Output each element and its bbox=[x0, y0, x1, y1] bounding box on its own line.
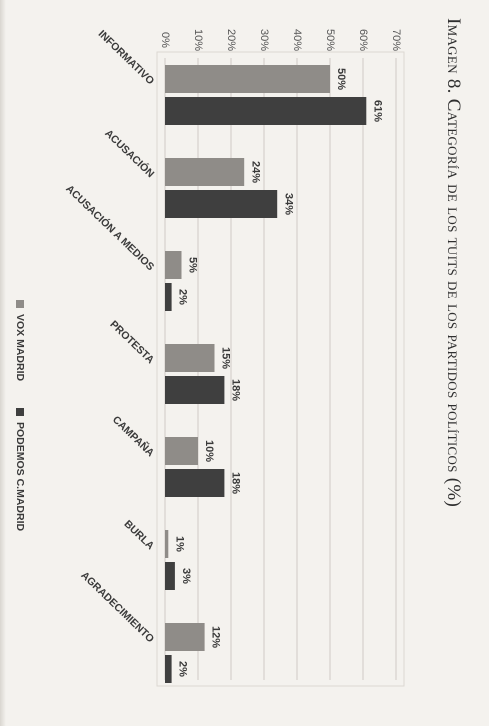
category-label: BURLA bbox=[122, 518, 157, 552]
data-label: 12% bbox=[210, 626, 222, 648]
bar-podemos-c-madrid-agradecimiento bbox=[165, 655, 172, 683]
bar-vox-madrid-acusacion bbox=[165, 158, 245, 186]
tick-label: 10% bbox=[192, 29, 204, 51]
bar-podemos-c-madrid-acusacion-a-medios bbox=[165, 283, 172, 311]
data-label: 2% bbox=[177, 289, 189, 305]
tick-label: 30% bbox=[258, 29, 270, 51]
value-axis-ticks: 0% 10% 20% 30% 40% 50% 60% 70% bbox=[159, 29, 402, 51]
bar-chart: 0% 10% 20% 30% 40% 50% 60% 70% 50% 61% 24% 34% 5% 2%… bbox=[14, 28, 405, 687]
bar-podemos-c-madrid-protesta bbox=[165, 376, 225, 404]
data-label: 1% bbox=[173, 536, 185, 552]
bar-podemos-c-madrid-informativo bbox=[165, 97, 367, 125]
legend-label: VOX MADRID bbox=[14, 314, 26, 382]
legend: VOX MADRID PODEMOS C.MADRID bbox=[14, 300, 26, 532]
legend-swatch-podemos-c-madrid bbox=[16, 408, 24, 416]
bar-vox-madrid-protesta bbox=[165, 344, 215, 372]
data-label: 34% bbox=[282, 193, 294, 215]
tick-label: 0% bbox=[159, 32, 171, 48]
data-label: 50% bbox=[335, 68, 347, 90]
category-label: PROTESTA bbox=[107, 318, 156, 366]
data-label: 10% bbox=[203, 440, 215, 462]
tick-label: 20% bbox=[225, 29, 237, 51]
data-label: 2% bbox=[177, 661, 189, 677]
bar-vox-madrid-burla bbox=[165, 530, 169, 558]
data-label: 15% bbox=[220, 347, 232, 369]
plot-frame bbox=[156, 51, 405, 687]
bar-vox-madrid-informativo bbox=[165, 65, 330, 93]
data-label: 3% bbox=[180, 568, 192, 584]
tick-label: 60% bbox=[357, 29, 369, 51]
legend-label: PODEMOS C.MADRID bbox=[14, 422, 26, 532]
category-label: CAMPAÑA bbox=[110, 413, 157, 459]
bar-podemos-c-madrid-burla bbox=[165, 562, 175, 590]
category-label: ACUSACIÓN bbox=[102, 127, 157, 181]
data-label: 61% bbox=[371, 100, 383, 122]
category-label: INFORMATIVO bbox=[96, 28, 157, 87]
legend-swatch-vox-madrid bbox=[16, 300, 24, 308]
data-label: 5% bbox=[187, 257, 199, 273]
bars: 50% 61% 24% 34% 5% 2% 15% 18% 10% 18% 1% 3% 12% 2% bbox=[165, 65, 383, 683]
tick-label: 40% bbox=[291, 29, 303, 51]
bar-vox-madrid-acusacion-a-medios bbox=[165, 251, 182, 279]
bar-vox-madrid-campana bbox=[165, 437, 198, 465]
bar-podemos-c-madrid-campana bbox=[165, 469, 225, 497]
figure-caption: Imagen 8. Categoría de los tuits de los … bbox=[443, 18, 464, 508]
data-label: 18% bbox=[229, 379, 241, 401]
category-label: AGRADECIMIENTO bbox=[78, 569, 156, 645]
category-label: ACUSACIÓN A MEDIOS bbox=[63, 182, 157, 273]
tick-label: 70% bbox=[390, 29, 402, 51]
bar-podemos-c-madrid-acusacion bbox=[165, 190, 278, 218]
tick-label: 50% bbox=[324, 29, 336, 51]
bar-vox-madrid-agradecimiento bbox=[165, 623, 205, 651]
data-label: 18% bbox=[229, 472, 241, 494]
data-label: 24% bbox=[249, 161, 261, 183]
